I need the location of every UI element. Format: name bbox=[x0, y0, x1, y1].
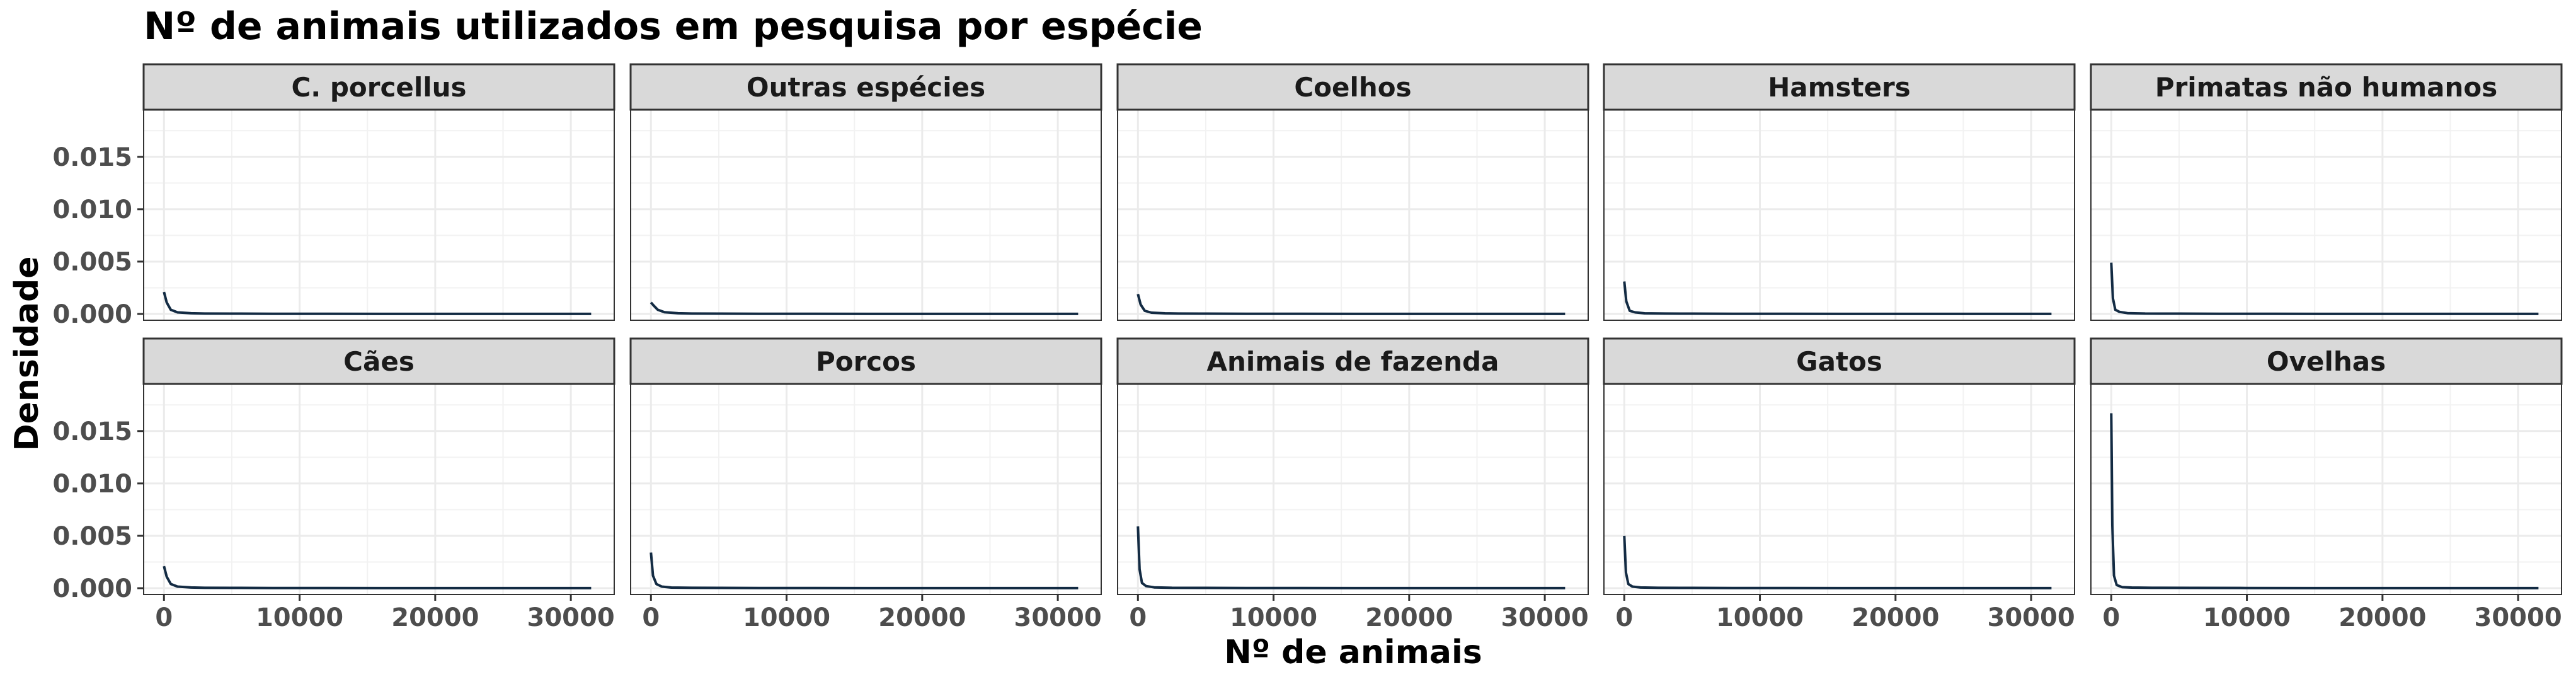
y-tick-label: 0.000 bbox=[52, 300, 132, 329]
facet-panel: Primatas não humanos bbox=[2090, 63, 2563, 321]
facet-strip bbox=[142, 63, 615, 111]
x-tick-label: 30000 bbox=[1501, 603, 1589, 632]
x-tick-label: 30000 bbox=[2475, 603, 2562, 632]
x-axis-title: Nº de animais bbox=[1224, 634, 1482, 671]
facet-panel: Gatos 0 10000 20000 30000 bbox=[1603, 337, 2076, 632]
facet-panel: C. porcellus 0.000 0.005 0.010 0.015 bbox=[52, 63, 615, 329]
y-tick-label: 0.005 bbox=[52, 522, 132, 551]
facet-strip-label: Outras espécies bbox=[747, 72, 985, 103]
x-tick-label: 0 bbox=[1129, 603, 1147, 632]
panel-background bbox=[1118, 110, 1588, 320]
x-tick-label: 20000 bbox=[1852, 603, 1939, 632]
x-tick-label: 10000 bbox=[1716, 603, 1804, 632]
facet-panel: Porcos 0 10000 20000 30000 bbox=[629, 337, 1102, 632]
x-tick-label: 0 bbox=[642, 603, 660, 632]
x-tick-label: 30000 bbox=[1014, 603, 1102, 632]
facet-panel: Ovelhas 0 10000 20000 30000 bbox=[2090, 337, 2563, 632]
facet-strip bbox=[142, 337, 615, 385]
facet-strip bbox=[2090, 337, 2563, 385]
x-tick-label: 20000 bbox=[391, 603, 479, 632]
panel-background bbox=[1118, 384, 1588, 594]
x-tick-label: 20000 bbox=[878, 603, 966, 632]
facet-strip-label: Ovelhas bbox=[2267, 346, 2386, 377]
density-line bbox=[1623, 535, 2052, 589]
y-tick-label: 0.005 bbox=[52, 248, 132, 277]
panel-background bbox=[631, 384, 1101, 594]
facet-strip-label: Primatas não humanos bbox=[2155, 72, 2497, 103]
facet-strip bbox=[629, 337, 1102, 385]
facet-strip-label: C. porcellus bbox=[291, 72, 466, 103]
y-tick-label: 0.015 bbox=[52, 417, 132, 446]
x-tick-label: 30000 bbox=[527, 603, 615, 632]
facet-strip bbox=[629, 63, 1102, 111]
facet-strip-label: Cães bbox=[343, 346, 415, 377]
x-tick-label: 10000 bbox=[743, 603, 830, 632]
facet-panel: Coelhos bbox=[1116, 63, 1589, 321]
density-line bbox=[2110, 262, 2539, 315]
density-line bbox=[1623, 281, 2052, 315]
panel-background bbox=[144, 384, 614, 594]
density-line bbox=[1136, 293, 1566, 315]
density-line bbox=[650, 301, 1079, 315]
panel-background bbox=[2091, 110, 2562, 320]
facet-strip-label: Hamsters bbox=[1768, 72, 1911, 103]
facet-strip bbox=[1603, 337, 2076, 385]
facet-strip-label: Coelhos bbox=[1294, 72, 1411, 103]
chart-title: Nº de animais utilizados em pesquisa por… bbox=[144, 4, 1203, 49]
x-tick-label: 0 bbox=[2102, 603, 2120, 632]
facet-panel: Animais de fazenda 0 10000 20000 30000 bbox=[1116, 337, 1589, 632]
facet-panel: Outras espécies bbox=[629, 63, 1102, 321]
facet-strip bbox=[1603, 63, 2076, 111]
y-tick-label: 0.010 bbox=[52, 195, 132, 224]
facet-strip bbox=[1116, 337, 1589, 385]
panel-background bbox=[631, 110, 1101, 320]
y-tick-label: 0.010 bbox=[52, 470, 132, 499]
density-line bbox=[1136, 526, 1566, 589]
facet-panel: Hamsters bbox=[1603, 63, 2076, 321]
density-line bbox=[163, 291, 592, 315]
facet-strip bbox=[2090, 63, 2563, 111]
density-line bbox=[2110, 413, 2539, 589]
density-line bbox=[650, 552, 1079, 589]
density-line bbox=[163, 565, 592, 589]
x-tick-label: 10000 bbox=[256, 603, 343, 632]
panel-background bbox=[1604, 384, 2075, 594]
x-tick-label: 10000 bbox=[2203, 603, 2291, 632]
facet-strip bbox=[1116, 63, 1589, 111]
y-axis-title: Densidade bbox=[8, 256, 46, 451]
panel-background bbox=[1604, 110, 2075, 320]
y-tick-label: 0.015 bbox=[52, 143, 132, 172]
x-tick-label: 0 bbox=[155, 603, 173, 632]
x-tick-label: 30000 bbox=[1988, 603, 2075, 632]
y-tick-label: 0.000 bbox=[52, 574, 132, 603]
panel-background bbox=[2091, 384, 2562, 594]
facet-panel: Cães 0.000 0.005 0.010 0.015 0 10000 20000 30000 bbox=[52, 337, 615, 632]
facet-strip-label: Gatos bbox=[1796, 346, 1882, 377]
facet-panels: C. porcellus 0.000 0.005 0.010 0.015 Outras e… bbox=[52, 63, 2563, 632]
panel-background bbox=[144, 110, 614, 320]
x-tick-label: 20000 bbox=[1365, 603, 1453, 632]
x-tick-label: 0 bbox=[1615, 603, 1633, 632]
facet-strip-label: Animais de fazenda bbox=[1207, 346, 1499, 377]
x-tick-label: 20000 bbox=[2338, 603, 2426, 632]
facet-strip-label: Porcos bbox=[816, 346, 916, 377]
x-tick-label: 10000 bbox=[1230, 603, 1317, 632]
